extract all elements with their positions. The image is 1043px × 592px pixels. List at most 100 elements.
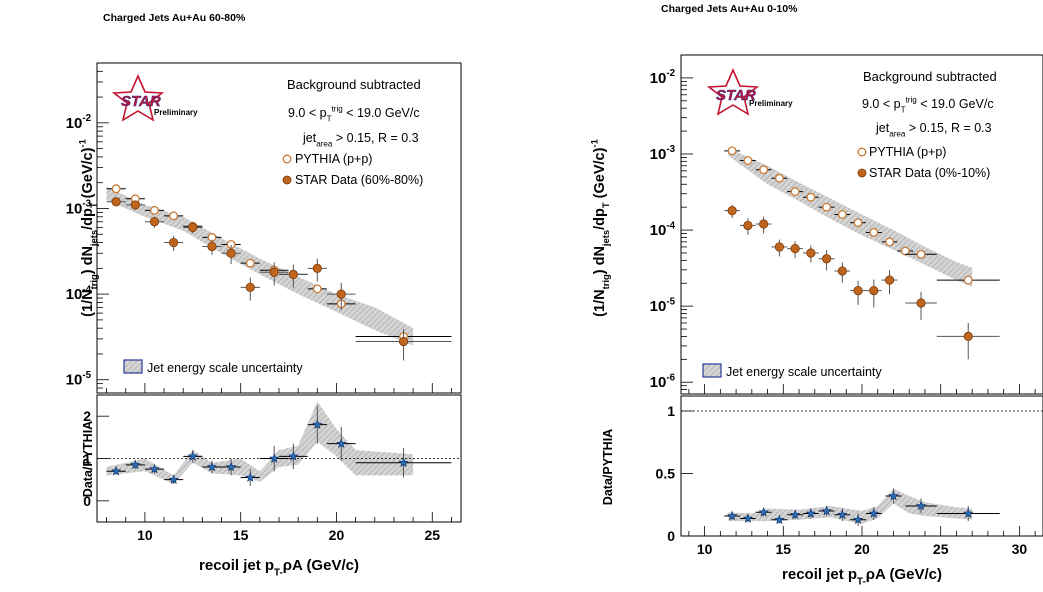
chart-right: Charged Jets Au+Au 0-10% 10 15 20 25 3010-61… [588,3,1043,587]
legend-data-label: STAR Data (60%-80%) [295,173,423,187]
data-point [727,206,737,216]
logo-main: STAR [716,87,756,104]
y-tick-label: 10-2 [650,68,676,87]
ratio-star-point [915,500,927,511]
legend-data-label: STAR Data (0%-10%) [869,166,990,180]
ratio-star-point [245,472,256,482]
data-point [806,248,816,258]
data-point [188,222,198,233]
x-tick-label: 25 [933,541,949,557]
data-point [759,219,769,229]
star-logo-icon [706,68,760,116]
ratio-star-point [837,509,848,520]
x-tick-label: 15 [233,527,249,543]
data-point [398,336,409,347]
x-tick-label: 10 [697,541,713,557]
ratio-star-point [111,465,122,476]
legend-pythia-marker [282,154,292,164]
data-point [790,244,800,254]
pythia-point [774,173,784,183]
annotation-background: Background subtracted [863,69,997,84]
legend-pythia-marker [857,147,867,157]
x-tick-label: 30 [1012,541,1028,557]
ratio-star-point [269,453,280,463]
data-point [169,237,179,248]
pythia-point [727,146,737,156]
y-tick-label: 10-3 [650,144,676,163]
ratio-star-point [226,461,237,472]
data-point [916,298,926,308]
pythia-point [312,284,322,294]
ratio-y-axis-title: Data/PYTHIA [81,421,95,497]
legend-band-swatch [123,359,143,374]
data-point [774,242,784,252]
logo-sub: Preliminary [154,108,198,117]
pythia-point [806,192,816,202]
x-tick-label: 15 [776,541,792,557]
annotation-jet-area: jetarea > 0.15, R = 0.3 [875,121,992,138]
data-point [226,248,236,258]
ratio-tick-label: 0 [667,528,675,544]
y-tick-label: 10-2 [66,113,92,132]
pythia-point [900,246,910,256]
logo-sub: Preliminary [749,99,793,108]
svg-text:(1/Ntrig) dNjets/dpT (GeV/c)-1: (1/Ntrig) dNjets/dpT (GeV/c)-1 [588,139,611,317]
y-tick-label: 10-4 [650,220,676,239]
ratio-star-point [336,438,347,449]
ratio-y-axis-title: Data/PYTHIA [601,429,615,505]
y-tick-label: 10-4 [66,284,92,303]
ratio-star-point [130,459,141,470]
ratio-star-point [187,451,198,461]
y-tick-label: 10-5 [66,370,92,389]
ratio-star-point [821,505,832,516]
annotation-trigger: 9.0 < pTtrig < 19.0 GeV/c [862,95,994,114]
pythia-point [869,228,879,237]
data-point [312,263,322,273]
pythia-point [837,210,847,219]
ratio-star-point [774,514,785,525]
y-tick-label: 10-6 [650,372,676,391]
ratio-tick-label: 1 [667,403,675,419]
pythia-point [759,165,769,175]
data-point [288,269,298,279]
ratio-star-point [963,508,974,518]
x-tick-label: 10 [137,527,153,543]
y-tick-label: 10-3 [66,199,92,218]
star-preliminary-logo: STAR Preliminary [706,68,793,116]
ratio-star-point [868,508,879,518]
ratio-star-point [742,513,753,523]
ratio-uncertainty-band [106,401,414,484]
legend-pythia-label: PYTHIA (p+p) [295,152,372,166]
ratio-star-point [888,490,899,501]
star-logo-icon [111,74,165,122]
legend-data-marker [857,168,867,178]
ratio-star-point [149,463,160,474]
legend-data-marker [282,175,292,185]
pythia-point [916,249,926,259]
legend-band-swatch [702,363,722,378]
data-point [336,289,346,299]
data-point [837,266,847,276]
ratio-star-point [398,457,409,468]
ratio-star-point [168,474,179,484]
ratio-tick-label: 0.5 [656,466,676,482]
pythia-point [150,205,159,215]
x-axis-title: recoil jet pT-ρA (GeV/c) [199,557,359,578]
jes-uncertainty-band [728,147,973,287]
pythia-point [822,202,832,212]
ratio-star-point [758,506,769,517]
pythia-point [245,258,255,268]
pythia-point [853,218,863,228]
pythia-point [963,275,973,285]
ratio-star-point [852,514,864,525]
svg-text:(1/Ntrig) dNjets/dpT (GeV/c)-1: (1/Ntrig) dNjets/dpT (GeV/c)-1 [76,139,99,317]
chart-left: Charged Jets Au+Au 60-80% 10 15 20 2510-510… [66,12,462,578]
ratio-star-point [206,461,218,472]
chart-title: Charged Jets Au+Au 60-80% [103,12,246,24]
star-preliminary-logo: STAR Preliminary [111,74,198,122]
legend-band-label: Jet energy scale uncertainty [726,365,882,379]
ratio-star-point [727,510,738,521]
y-axis-title: (1/Ntrig) dNjets/dpT (GeV/c)-1 [588,139,611,317]
data-point [111,197,121,207]
ratio-tick-label: 1 [83,451,91,467]
